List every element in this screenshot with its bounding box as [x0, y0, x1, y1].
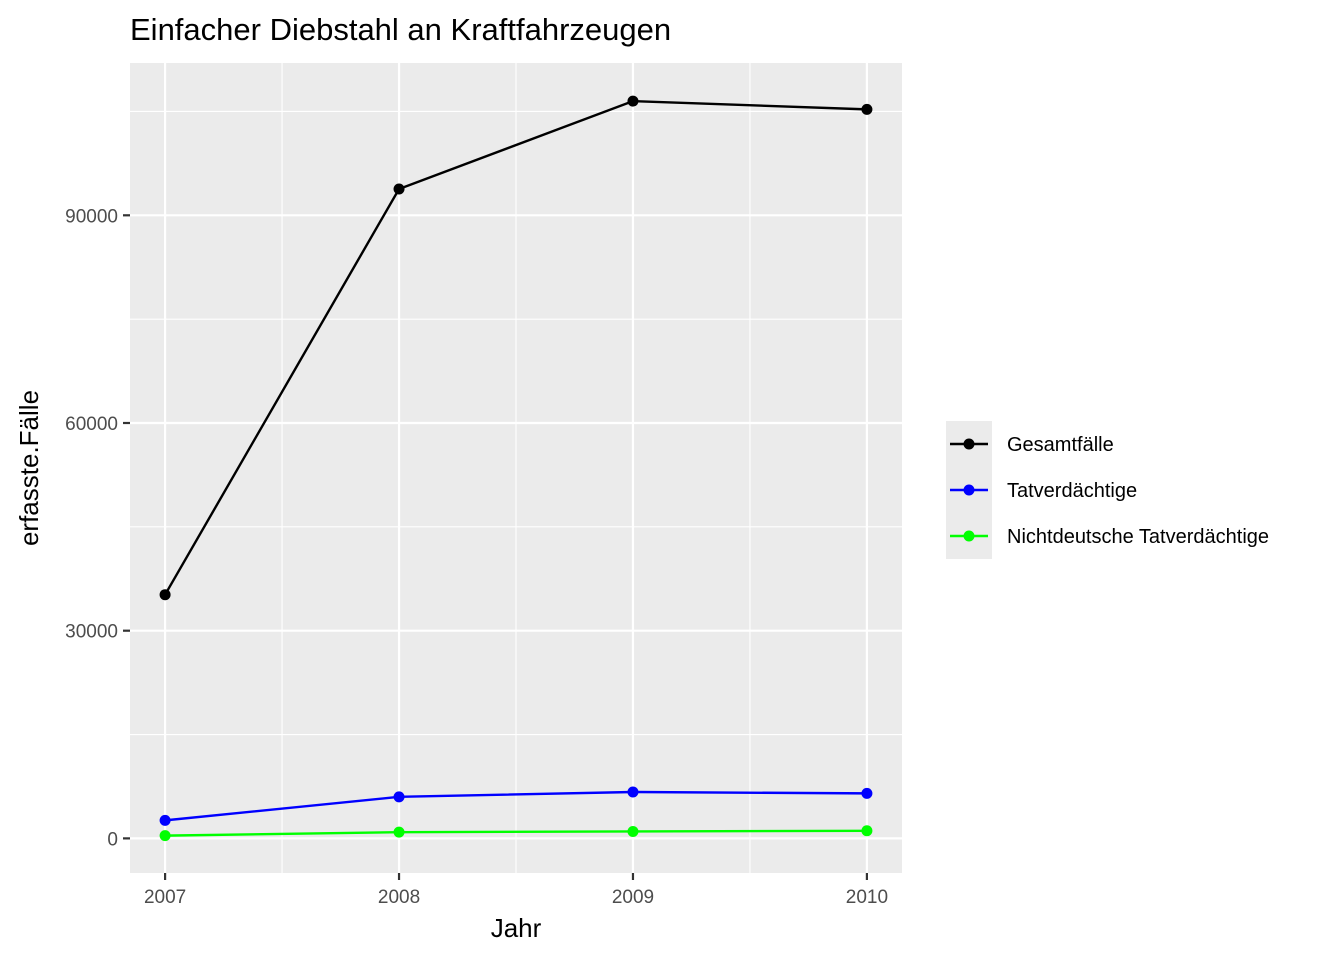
series-points	[159, 95, 873, 842]
x-tick-label-0: 2007	[144, 887, 186, 908]
legend-key-point-1	[963, 484, 975, 496]
data-point-1-2	[627, 786, 639, 798]
y-tick-label-0: 0	[107, 829, 118, 850]
x-tick-label-3: 2010	[846, 887, 888, 908]
data-point-0-1	[393, 183, 405, 195]
legend: Gesamtfälle Tatverdächtige Nichtdeutsche T…	[950, 434, 1269, 548]
major-gridlines	[130, 63, 902, 873]
data-point-1-1	[393, 791, 405, 803]
x-tick-label-2: 2009	[612, 887, 654, 908]
data-point-2-0	[159, 830, 171, 842]
minor-gridlines	[130, 63, 902, 873]
y-tick-label-2: 60000	[65, 414, 118, 435]
y-tick-label-1: 30000	[65, 622, 118, 643]
y-axis-title: erfasste.Fälle	[14, 390, 44, 546]
data-point-2-2	[627, 825, 639, 837]
data-point-0-3	[861, 103, 873, 115]
x-tick-label-1: 2008	[378, 887, 420, 908]
x-axis-ticks: 2007 2008 2009 2010	[144, 873, 888, 908]
data-point-1-0	[159, 814, 171, 826]
legend-key-point-2	[963, 530, 975, 542]
y-axis-ticks: 0 30000 60000 90000	[65, 206, 130, 850]
legend-label-0: Gesamtfälle	[1007, 434, 1114, 456]
legend-label-1: Tatverdächtige	[1007, 480, 1137, 502]
legend-key-point-0	[963, 438, 975, 450]
data-point-2-1	[393, 826, 405, 838]
series-line-1	[164, 790, 867, 822]
chart-title: Einfacher Diebstahl an Kraftfahrzeugen	[130, 12, 671, 47]
data-point-0-0	[159, 589, 171, 601]
data-point-0-2	[627, 95, 639, 107]
data-point-2-3	[861, 825, 873, 837]
series-line-0	[164, 99, 867, 596]
series-lines	[164, 99, 867, 837]
legend-label-2: Nichtdeutsche Tatverdächtige	[1007, 526, 1269, 548]
y-tick-label-3: 90000	[65, 206, 118, 227]
x-axis-title: Jahr	[491, 913, 542, 943]
data-point-1-3	[861, 787, 873, 799]
series-line-2	[165, 829, 867, 837]
